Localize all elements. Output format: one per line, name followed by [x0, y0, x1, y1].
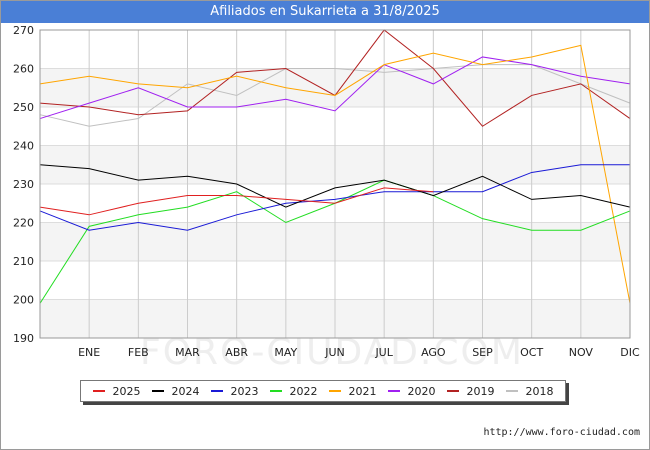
- x-tick-label: MAY: [274, 346, 297, 359]
- legend-label: 2020: [407, 384, 436, 398]
- legend-swatch: [505, 390, 518, 392]
- legend-item-2023: 2023: [210, 384, 259, 398]
- y-tick-label: 210: [13, 255, 34, 268]
- y-tick-label: 240: [13, 140, 34, 153]
- series-line-2020: [39, 56, 631, 120]
- legend-item-2019: 2019: [446, 384, 495, 398]
- legend-label: 2019: [466, 384, 495, 398]
- series-lines: [39, 29, 631, 304]
- legend-label: 2018: [525, 384, 554, 398]
- legend-label: 2024: [171, 384, 200, 398]
- legend-swatch: [151, 390, 164, 392]
- legend-item-2021: 2021: [328, 384, 377, 398]
- y-tick-label: 260: [13, 63, 34, 76]
- legend-swatch: [269, 390, 282, 392]
- legend-label: 2023: [230, 384, 259, 398]
- legend-label: 2022: [289, 384, 318, 398]
- y-tick-label: 190: [13, 332, 34, 345]
- legend-swatch: [92, 390, 105, 392]
- x-tick-label: ABR: [225, 346, 248, 359]
- legend-item-2025: 2025: [92, 384, 141, 398]
- legend-swatch: [328, 390, 341, 392]
- x-tick-label: SEP: [472, 346, 493, 359]
- chart-title: Afiliados en Sukarrieta a 31/8/2025: [1, 1, 649, 23]
- legend-item-2024: 2024: [151, 384, 200, 398]
- legend-label: 2025: [112, 384, 141, 398]
- y-tick-label: 220: [13, 217, 34, 230]
- y-tick-label: 270: [13, 24, 34, 37]
- series-line-2023: [39, 164, 630, 231]
- y-tick-label: 250: [13, 101, 34, 114]
- series-line-2025: [39, 187, 434, 216]
- y-tick-labels: 190 200 210 220 230 240 250 260 270: [13, 24, 34, 345]
- legend-swatch: [210, 390, 223, 392]
- legend: 2025 2024 2023 2022 2021 2020 2019 2018: [80, 380, 566, 402]
- footer-url: http://www.foro-ciudad.com: [483, 427, 640, 438]
- legend-swatch: [446, 390, 459, 392]
- x-tick-label: DIC: [620, 346, 640, 359]
- y-tick-label: 230: [13, 178, 34, 191]
- x-tick-label: JUL: [374, 346, 393, 359]
- legend-item-2022: 2022: [269, 384, 318, 398]
- x-tick-label: OCT: [520, 346, 543, 359]
- plot-border: [39, 29, 631, 339]
- legend-item-2018: 2018: [505, 384, 554, 398]
- x-tick-label: JUN: [324, 346, 345, 359]
- series-line-2021: [39, 44, 631, 304]
- legend-label: 2021: [348, 384, 377, 398]
- x-tick-label: AGO: [421, 346, 446, 359]
- x-tick-label: FEB: [128, 346, 149, 359]
- x-tick-label: MAR: [175, 346, 200, 359]
- y-tick-label: 200: [13, 294, 34, 307]
- x-tick-label: ENE: [78, 346, 100, 359]
- watermark: FORO-CIUDAD.COM: [140, 332, 524, 373]
- x-tick-labels: ENE FEB MAR ABR MAY JUN JUL AGO SEP OCT NOV DIC: [78, 346, 640, 359]
- series-line-2024: [39, 164, 631, 208]
- x-tick-label: NOV: [569, 346, 594, 359]
- legend-item-2020: 2020: [387, 384, 436, 398]
- legend-swatch: [387, 390, 400, 392]
